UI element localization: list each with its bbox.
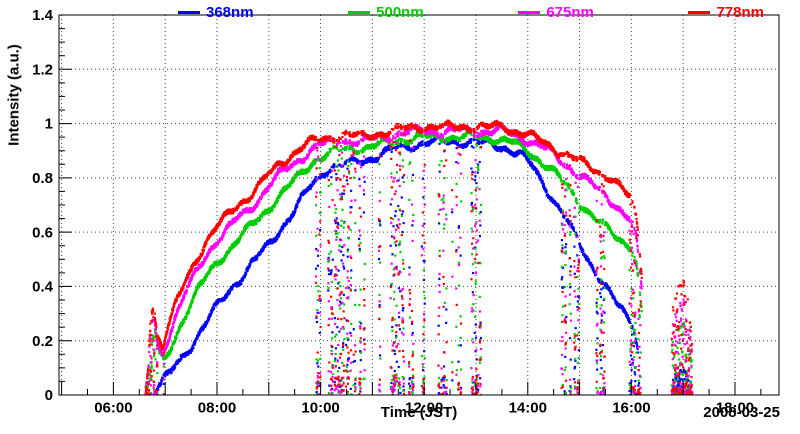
date-annotation: 2008-03-25	[703, 404, 780, 421]
y-axis-title: Intensity (a.u.)	[5, 44, 23, 146]
x-axis-title: Time (JST)	[380, 404, 458, 421]
